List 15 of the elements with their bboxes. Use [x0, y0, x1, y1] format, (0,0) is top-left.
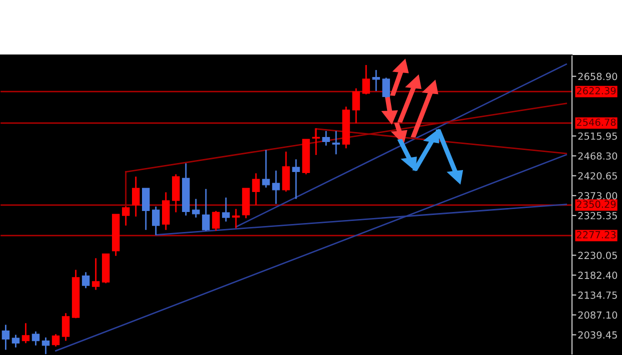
y-tick-label: 2420.65 — [578, 172, 617, 180]
y-tick-label: 2515.95 — [578, 132, 617, 140]
y-tick-label: 2182.40 — [578, 272, 618, 279]
y-tick-label: 2230.05 — [578, 252, 617, 260]
ref-line-label: 2622.39 — [576, 87, 616, 94]
y-tick-label: 2658.90 — [578, 72, 618, 80]
y-tick-label: 2468.30 — [578, 152, 618, 160]
y-tick-label: 2134.75 — [578, 292, 617, 299]
ref-line-label: 2546.78 — [576, 118, 616, 126]
y-tick-label: 2373.00 — [578, 192, 618, 200]
y-tick-label: 2039.45 — [578, 331, 617, 339]
ref-line-label: 2277.23 — [576, 231, 616, 238]
ref-line-label: 2350.29 — [576, 200, 616, 208]
y-tick-label: 2325.35 — [578, 212, 617, 220]
y-tick-label: 2087.10 — [578, 311, 618, 319]
